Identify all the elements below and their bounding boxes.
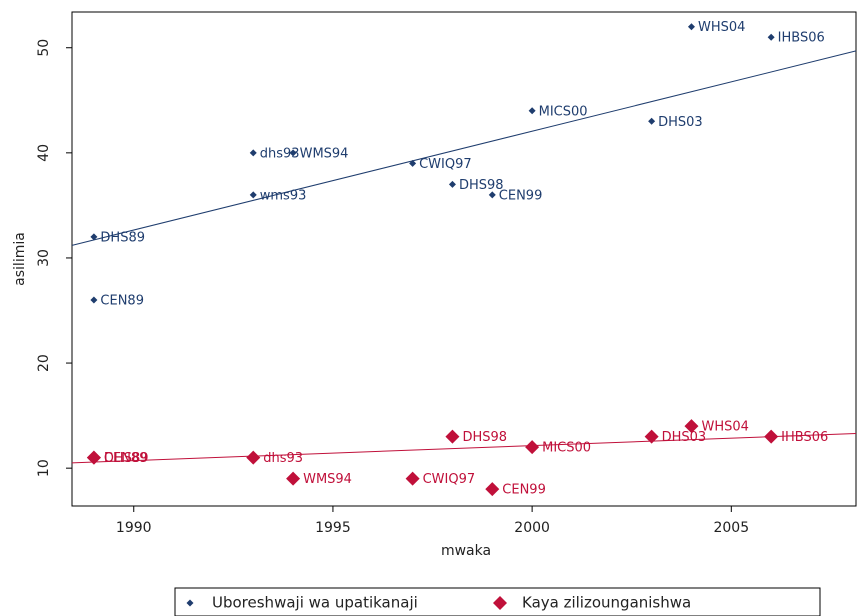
y-axis-label: asilimia [12,232,28,286]
point-label: WHS04 [701,420,748,435]
point-label: DHS89 [100,230,145,245]
point-label: CEN99 [499,188,543,203]
point [687,23,695,31]
point-label: dhs93 [260,146,300,161]
plot-frame [71,11,857,507]
point [448,180,456,188]
x-tick-label: 1995 [315,520,351,536]
x-tick-label: 2005 [713,520,749,536]
point-label: dhs93 [263,451,303,466]
point-label: CEN89 [100,293,144,308]
point [409,159,417,167]
point-label: DHS98 [459,178,504,193]
fit-line [71,432,857,464]
point-label: CEN99 [502,483,546,498]
x-tick-label: 2000 [514,520,550,536]
point [528,107,536,115]
point-label: CEN89 [104,451,148,466]
point [90,296,98,304]
point-label: IHBS06 [781,430,828,445]
point-label: WMS94 [300,146,349,161]
y-tick-label: 20 [36,354,52,372]
legend-label: Uboreshwaji wa upatikanaji [212,594,418,612]
point [249,191,257,199]
point [644,429,659,444]
point-label: WMS94 [303,472,352,487]
legend-label: Kaya zilizounganishwa [522,594,691,612]
x-tick-label: 1990 [116,520,152,536]
point-label: wms93 [260,188,307,203]
point-label: MICS00 [542,441,591,456]
point [445,429,460,444]
legend-marker [186,599,194,607]
point-label: CWIQ97 [423,472,476,487]
point [286,471,301,486]
point [488,191,496,199]
point [684,419,699,434]
point-label: DHS89 [104,451,149,466]
point [249,149,257,157]
point [289,149,297,157]
y-tick-label: 10 [36,459,52,477]
point-label: DHS98 [462,430,507,445]
point [405,471,420,486]
point [767,33,775,41]
point-label: WHS04 [698,20,745,35]
point [90,233,98,241]
y-tick-label: 40 [36,144,52,162]
point-label: MICS00 [539,104,588,119]
y-tick-label: 30 [36,249,52,267]
point [86,450,101,465]
x-axis-label: mwaka [441,543,491,559]
legend-frame [174,587,821,616]
point-label: DHS03 [662,430,707,445]
legend-marker [493,596,507,610]
point [246,450,261,465]
point [648,117,656,125]
point-label: DHS03 [658,115,703,130]
fit-line [71,50,857,246]
y-tick-label: 50 [36,39,52,57]
point-label: CWIQ97 [419,157,472,172]
point [764,429,779,444]
point [485,482,500,497]
point-label: IHBS06 [778,31,825,46]
point [525,440,540,455]
